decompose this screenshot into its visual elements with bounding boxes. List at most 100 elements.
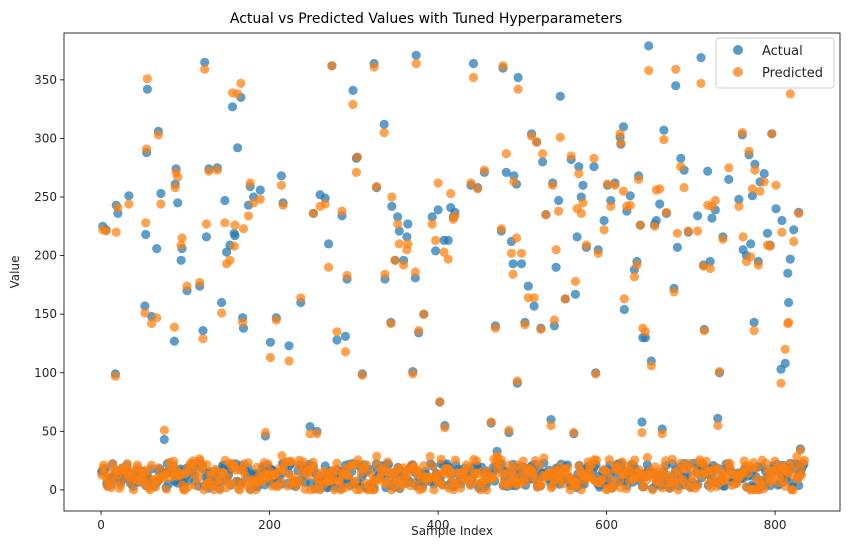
predicted-point bbox=[699, 326, 709, 336]
predicted-point bbox=[152, 313, 162, 323]
predicted-point bbox=[450, 455, 460, 465]
predicted-point bbox=[661, 207, 672, 217]
predicted-point bbox=[603, 468, 613, 478]
predicted-point bbox=[217, 308, 227, 318]
predicted-point bbox=[780, 344, 790, 354]
predicted-point bbox=[176, 240, 186, 250]
predicted-point bbox=[749, 326, 759, 336]
predicted-point bbox=[352, 152, 362, 162]
predicted-point bbox=[489, 471, 500, 482]
predicted-point bbox=[576, 485, 586, 495]
predicted-point bbox=[106, 483, 116, 493]
predicted-point bbox=[439, 247, 449, 257]
predicted-point bbox=[693, 480, 703, 490]
predicted-point bbox=[693, 226, 703, 236]
actual-point bbox=[574, 162, 584, 172]
predicted-point bbox=[337, 206, 347, 216]
predicted-point bbox=[173, 172, 183, 182]
predicted-point bbox=[618, 186, 629, 196]
predicted-point bbox=[276, 476, 286, 487]
actual-point bbox=[501, 167, 511, 177]
actual-point bbox=[411, 50, 421, 60]
predicted-point bbox=[529, 293, 539, 303]
predicted-point bbox=[417, 484, 428, 494]
predicted-point bbox=[539, 453, 549, 463]
predicted-point bbox=[696, 78, 706, 88]
predicted-point bbox=[602, 179, 613, 189]
actual-point bbox=[523, 281, 533, 291]
predicted-point bbox=[551, 245, 561, 255]
legend-label-actual: Actual bbox=[762, 44, 803, 59]
predicted-point bbox=[365, 468, 375, 478]
predicted-point bbox=[427, 461, 438, 471]
predicted-point bbox=[431, 235, 441, 245]
predicted-point bbox=[591, 369, 601, 379]
predicted-point bbox=[332, 458, 342, 468]
predicted-point bbox=[198, 334, 208, 344]
predicted-point bbox=[394, 239, 404, 249]
actual-point bbox=[332, 335, 342, 345]
predicted-point bbox=[506, 248, 516, 258]
actual-point bbox=[734, 194, 744, 204]
actual-point bbox=[200, 57, 210, 67]
actual-point bbox=[508, 259, 518, 269]
predicted-point bbox=[549, 315, 560, 325]
actual-point bbox=[703, 166, 713, 176]
actual-point bbox=[379, 119, 389, 129]
actual-point bbox=[387, 201, 397, 211]
y-tick-label: 200 bbox=[34, 249, 57, 263]
predicted-point bbox=[619, 294, 629, 304]
data-points bbox=[97, 41, 810, 495]
predicted-point bbox=[657, 429, 667, 439]
y-tick-label: 100 bbox=[34, 366, 57, 380]
predicted-point bbox=[482, 485, 492, 495]
predicted-point bbox=[554, 206, 564, 216]
predicted-point bbox=[541, 210, 551, 220]
predicted-point bbox=[609, 481, 619, 492]
predicted-point bbox=[263, 459, 273, 469]
predicted-point bbox=[683, 226, 693, 236]
actual-point bbox=[625, 191, 635, 201]
predicted-point bbox=[403, 239, 413, 249]
predicted-point bbox=[425, 451, 435, 462]
predicted-point bbox=[233, 89, 243, 99]
actual-point bbox=[140, 301, 150, 311]
actual-point bbox=[619, 304, 629, 315]
predicted-point bbox=[672, 228, 683, 238]
legend: Actual Predicted bbox=[715, 37, 835, 89]
actual-point bbox=[233, 143, 243, 153]
predicted-point bbox=[101, 226, 111, 236]
predicted-point bbox=[777, 227, 787, 237]
legend-marker-actual bbox=[733, 45, 743, 55]
predicted-point bbox=[440, 423, 450, 433]
y-axis-ticks: 0 50 100 150 200 250 300 350 bbox=[34, 73, 64, 497]
predicted-point bbox=[570, 276, 581, 286]
predicted-point bbox=[195, 277, 205, 288]
x-tick-label: 200 bbox=[258, 518, 281, 532]
predicted-point bbox=[788, 485, 798, 495]
predicted-point bbox=[644, 65, 654, 76]
predicted-point bbox=[669, 287, 679, 297]
predicted-point bbox=[479, 165, 489, 175]
predicted-point bbox=[713, 420, 723, 431]
predicted-point bbox=[532, 137, 542, 147]
predicted-point bbox=[193, 473, 203, 483]
predicted-point bbox=[122, 459, 132, 469]
predicted-point bbox=[738, 232, 748, 242]
predicted-point bbox=[501, 149, 511, 159]
y-tick-label: 250 bbox=[34, 190, 57, 204]
predicted-point bbox=[357, 370, 367, 380]
predicted-point bbox=[520, 477, 531, 487]
predicted-point bbox=[795, 445, 806, 455]
predicted-point bbox=[734, 201, 744, 211]
predicted-point bbox=[634, 174, 644, 184]
y-tick-label: 50 bbox=[42, 424, 57, 438]
actual-point bbox=[551, 262, 561, 272]
predicted-point bbox=[393, 219, 403, 229]
predicted-point bbox=[471, 456, 482, 466]
actual-point bbox=[777, 215, 787, 226]
actual-point bbox=[644, 41, 654, 51]
predicted-point bbox=[655, 184, 665, 194]
predicted-point bbox=[520, 320, 530, 330]
predicted-point bbox=[182, 281, 192, 291]
